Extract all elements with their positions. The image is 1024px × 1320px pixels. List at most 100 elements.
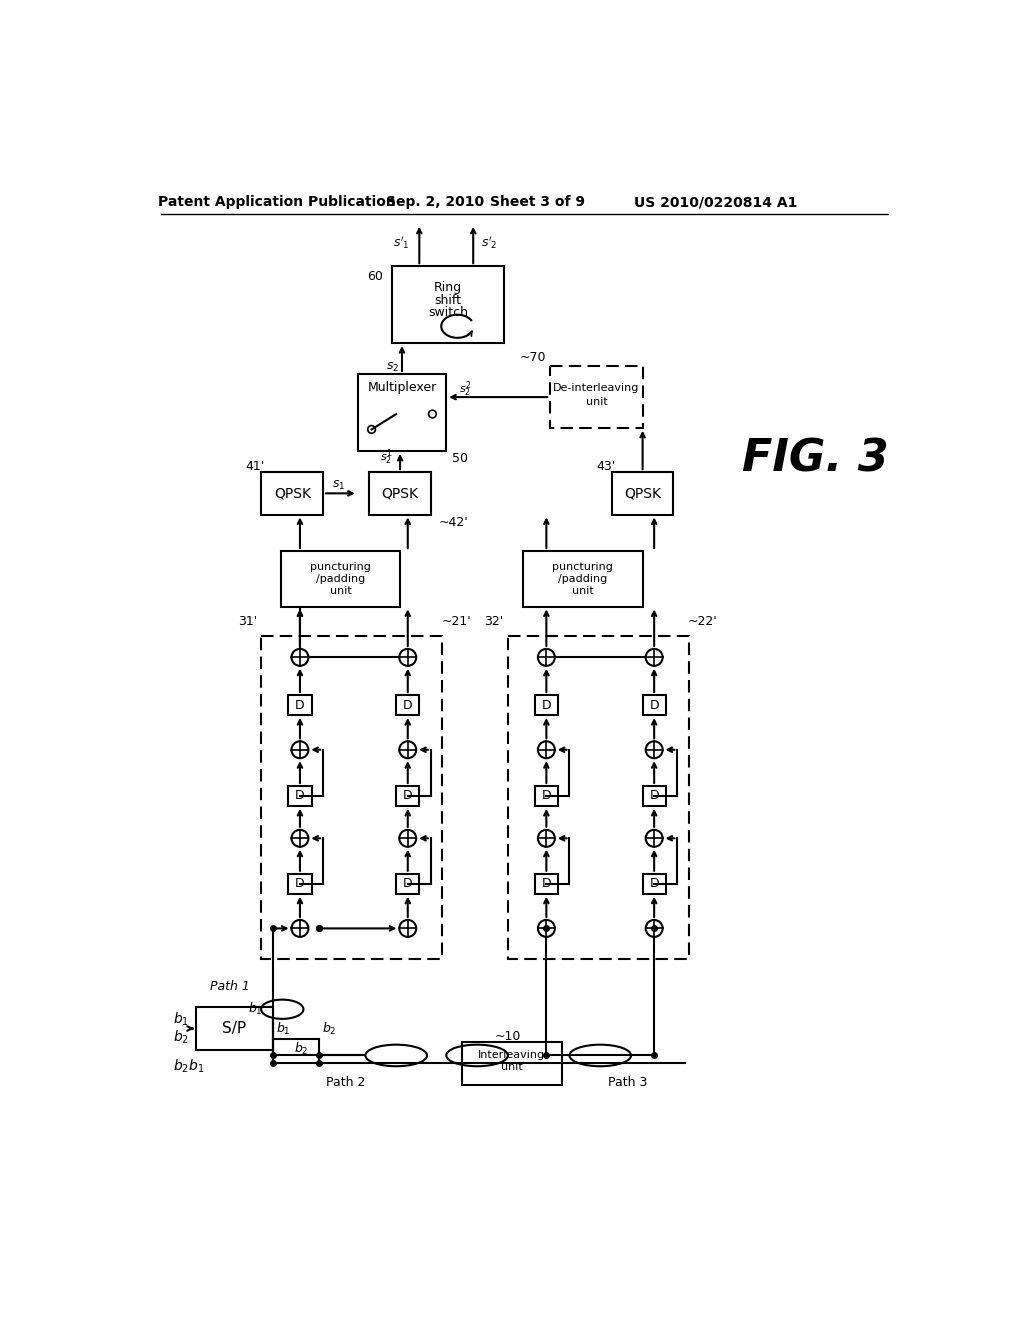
Bar xyxy=(611,473,674,515)
Text: puncturing: puncturing xyxy=(310,561,371,572)
Bar xyxy=(370,473,431,515)
Text: unit: unit xyxy=(572,586,594,597)
Text: D: D xyxy=(403,878,413,890)
Text: D: D xyxy=(295,878,305,890)
Circle shape xyxy=(646,830,663,847)
Text: Ring: Ring xyxy=(434,281,462,294)
Text: D: D xyxy=(542,878,551,890)
Circle shape xyxy=(538,920,555,937)
Text: Path 3: Path 3 xyxy=(607,1076,647,1089)
Text: QPSK: QPSK xyxy=(382,486,419,500)
Circle shape xyxy=(538,649,555,665)
Bar xyxy=(396,785,419,807)
Bar xyxy=(508,636,689,960)
Bar xyxy=(289,874,311,894)
Text: $b_2 b_1$: $b_2 b_1$ xyxy=(173,1057,204,1076)
Text: shift: shift xyxy=(434,293,462,306)
Text: S/P: S/P xyxy=(222,1020,247,1036)
Circle shape xyxy=(292,742,308,758)
Text: 43': 43' xyxy=(596,459,615,473)
Text: Path 2: Path 2 xyxy=(327,1076,366,1089)
Bar xyxy=(281,552,400,607)
Text: 50: 50 xyxy=(453,453,468,465)
Text: unit: unit xyxy=(501,1063,522,1072)
Text: D: D xyxy=(295,789,305,803)
Text: QPSK: QPSK xyxy=(273,486,310,500)
Text: 60: 60 xyxy=(368,271,383,284)
Text: $b_2$: $b_2$ xyxy=(173,1030,188,1047)
Circle shape xyxy=(399,920,416,937)
Bar xyxy=(643,696,666,715)
Text: $s'_1$: $s'_1$ xyxy=(393,235,410,251)
Circle shape xyxy=(399,649,416,665)
Text: Sep. 2, 2010: Sep. 2, 2010 xyxy=(386,195,483,210)
Text: Interleaving: Interleaving xyxy=(478,1051,545,1060)
Text: ~21': ~21' xyxy=(441,615,471,628)
Text: $s_2$: $s_2$ xyxy=(386,362,399,375)
Bar xyxy=(643,874,666,894)
Text: QPSK: QPSK xyxy=(624,486,662,500)
Text: unit: unit xyxy=(586,397,607,407)
Text: $b_2$: $b_2$ xyxy=(294,1040,308,1056)
Circle shape xyxy=(538,742,555,758)
Bar xyxy=(196,1007,273,1049)
Text: D: D xyxy=(649,698,659,711)
Text: Multiplexer: Multiplexer xyxy=(368,381,436,395)
Text: 31': 31' xyxy=(238,615,257,628)
Text: $b_1$: $b_1$ xyxy=(276,1020,291,1036)
Bar xyxy=(523,552,643,607)
Text: Patent Application Publication: Patent Application Publication xyxy=(158,195,395,210)
Text: ~42': ~42' xyxy=(439,516,469,529)
Circle shape xyxy=(646,742,663,758)
Bar xyxy=(535,696,558,715)
Circle shape xyxy=(399,742,416,758)
Bar xyxy=(535,874,558,894)
Circle shape xyxy=(292,920,308,937)
Text: unit: unit xyxy=(330,586,351,597)
Circle shape xyxy=(646,649,663,665)
Bar xyxy=(289,785,311,807)
Bar xyxy=(643,785,666,807)
Bar xyxy=(550,367,643,428)
Bar xyxy=(261,473,323,515)
Text: Sheet 3 of 9: Sheet 3 of 9 xyxy=(489,195,585,210)
Text: FIG. 3: FIG. 3 xyxy=(742,437,889,480)
Text: D: D xyxy=(403,789,413,803)
Text: /padding: /padding xyxy=(315,574,365,583)
Circle shape xyxy=(646,920,663,937)
Bar xyxy=(261,636,442,960)
Text: ~10: ~10 xyxy=(495,1030,521,1043)
Text: $s_1$: $s_1$ xyxy=(332,479,345,492)
Text: US 2010/0220814 A1: US 2010/0220814 A1 xyxy=(634,195,798,210)
Text: D: D xyxy=(649,878,659,890)
Text: De-interleaving: De-interleaving xyxy=(553,383,640,393)
Text: D: D xyxy=(542,789,551,803)
Text: D: D xyxy=(295,698,305,711)
Text: /padding: /padding xyxy=(558,574,607,583)
Text: $b_1$: $b_1$ xyxy=(173,1011,188,1028)
Text: D: D xyxy=(649,789,659,803)
Text: ~22': ~22' xyxy=(688,615,718,628)
Circle shape xyxy=(292,830,308,847)
Text: switch: switch xyxy=(428,306,468,319)
Bar xyxy=(535,785,558,807)
Bar xyxy=(462,1043,562,1085)
Text: 32': 32' xyxy=(484,615,504,628)
Bar xyxy=(357,374,446,451)
Bar xyxy=(396,696,419,715)
Text: $s'_2$: $s'_2$ xyxy=(481,235,498,251)
Text: Path 1: Path 1 xyxy=(210,979,250,993)
Bar xyxy=(396,874,419,894)
Text: D: D xyxy=(542,698,551,711)
Text: $b_2$: $b_2$ xyxy=(323,1020,337,1036)
Circle shape xyxy=(292,649,308,665)
Circle shape xyxy=(538,830,555,847)
Text: $s^1_2$: $s^1_2$ xyxy=(380,447,392,467)
Text: $b_1$: $b_1$ xyxy=(248,1001,262,1016)
Text: 41': 41' xyxy=(246,459,265,473)
Bar xyxy=(392,267,504,343)
Text: $s^2_2$: $s^2_2$ xyxy=(460,380,472,399)
Bar xyxy=(289,696,311,715)
Circle shape xyxy=(399,830,416,847)
Text: ~70: ~70 xyxy=(520,351,547,363)
